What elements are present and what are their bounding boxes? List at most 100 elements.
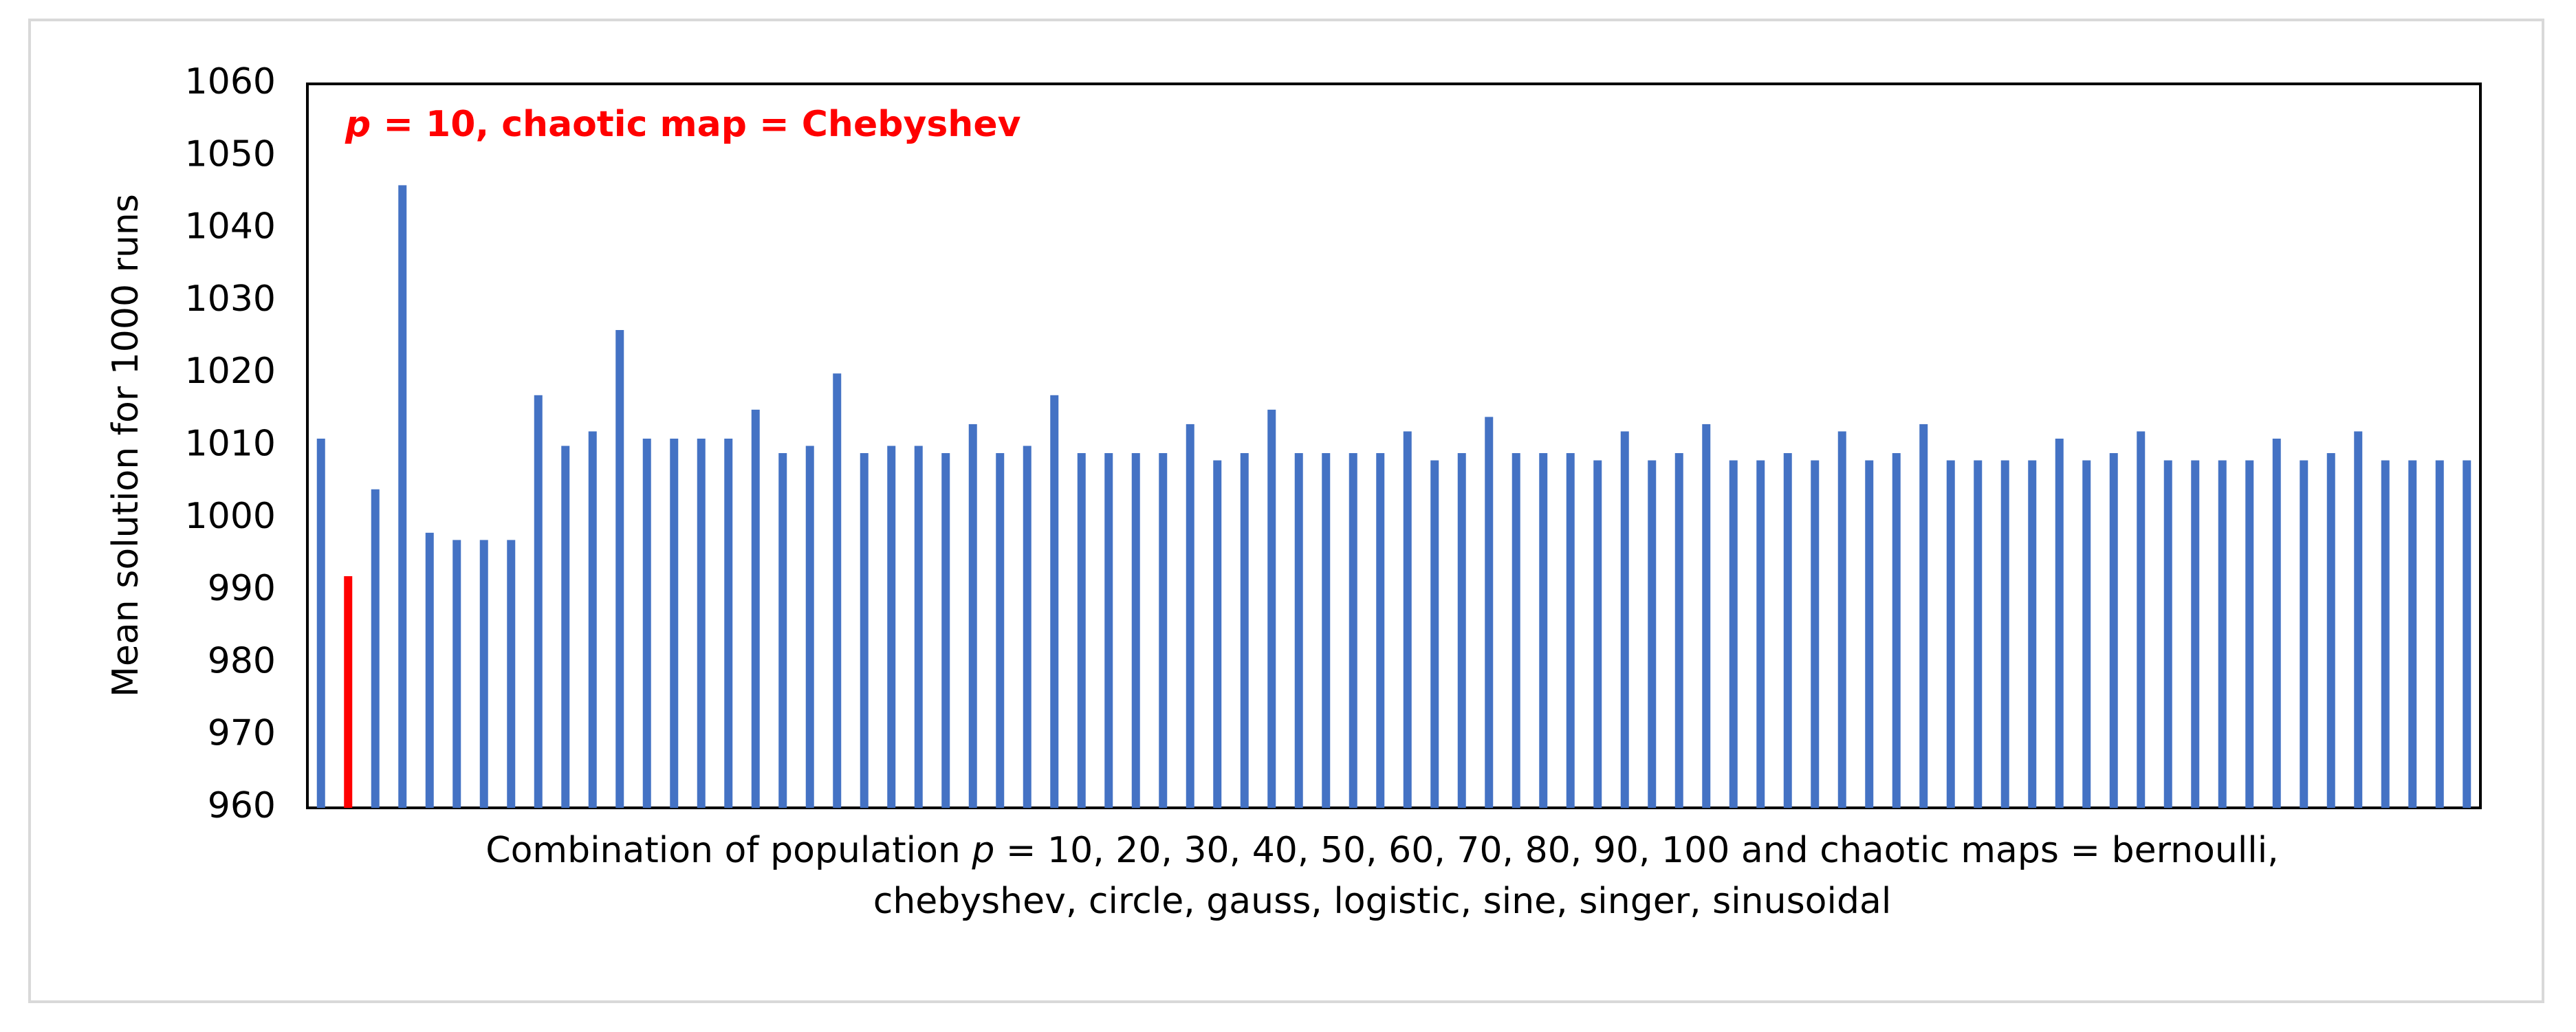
bar [1511, 453, 1520, 808]
bar [1620, 431, 1629, 808]
bar [833, 373, 842, 808]
bar [1919, 424, 1928, 808]
y-tick-label: 1000 [185, 496, 276, 537]
bar [479, 540, 488, 808]
bar [1159, 453, 1168, 808]
bar [2191, 460, 2200, 808]
bar [2245, 460, 2254, 808]
bar [697, 438, 706, 808]
bar [860, 453, 869, 808]
bar [2028, 460, 2037, 808]
bar [452, 540, 461, 808]
bar [1294, 453, 1303, 808]
bar [1485, 417, 1494, 808]
bar [1050, 395, 1059, 808]
bar [2300, 460, 2308, 808]
bar [778, 453, 787, 808]
bar [2218, 460, 2227, 808]
bar [1648, 460, 1657, 808]
bar [1892, 453, 1901, 808]
x-axis-title: Combination of population p = 10, 20, 30… [485, 830, 2278, 871]
bar [642, 438, 651, 808]
bar [1566, 453, 1575, 808]
bar [316, 438, 325, 808]
bar [914, 446, 923, 808]
y-tick-label: 1030 [185, 278, 276, 320]
bar [615, 330, 624, 808]
bar [1322, 453, 1331, 808]
x-axis-title-part: Combination of population [485, 830, 972, 871]
y-tick-label: 980 [208, 640, 276, 681]
bar [1240, 453, 1249, 808]
bar [1811, 460, 1820, 808]
annotation: p = 10, chaotic map = Chebyshev [345, 104, 1021, 145]
x-axis-title-part: = 10, 20, 30, 40, 50, 60, 70, 80, 90, 10… [994, 830, 2278, 871]
annotation-part: = 10, chaotic map = Chebyshev [371, 104, 1020, 145]
bar [1865, 460, 1874, 808]
bar [2055, 438, 2064, 808]
y-tick-label: 960 [208, 785, 276, 826]
bar [2272, 438, 2281, 808]
bar [2137, 431, 2146, 808]
bar [1729, 460, 1738, 808]
y-tick-label: 1040 [185, 206, 276, 248]
bar [534, 395, 543, 808]
bar [1349, 453, 1357, 808]
chart-frame [28, 19, 2544, 1003]
y-tick-label: 1020 [185, 351, 276, 392]
bar [996, 453, 1005, 808]
y-tick-label: 1050 [185, 133, 276, 175]
y-axis-title: Mean solution for 1000 runs [105, 194, 146, 697]
bar [2381, 460, 2390, 808]
x-axis-title: chebyshev, circle, gauss, logistic, sine… [873, 881, 1892, 922]
bar [941, 453, 950, 808]
bar [1430, 460, 1439, 808]
bar [507, 540, 516, 808]
bar [2109, 453, 2118, 808]
bar [1186, 424, 1194, 808]
bar [398, 185, 407, 808]
bar [2000, 460, 2009, 808]
bar [1376, 453, 1385, 808]
bar [2326, 453, 2335, 808]
bar [371, 489, 380, 808]
bar [670, 438, 679, 808]
plot-area [306, 83, 2482, 809]
bar [1131, 453, 1140, 808]
bar [1783, 453, 1792, 808]
bar [2163, 460, 2172, 808]
bar [1837, 431, 1846, 808]
bar [344, 576, 353, 808]
annotation-part: p [345, 104, 371, 145]
bar [561, 446, 570, 808]
x-axis-title-part: p [971, 830, 994, 871]
bar [1403, 431, 1412, 808]
bar [1457, 453, 1466, 808]
bar [1267, 409, 1276, 808]
bar [588, 431, 597, 808]
bar [1539, 453, 1548, 808]
bar [2408, 460, 2417, 808]
bar [805, 446, 814, 808]
bar [968, 424, 977, 808]
bar [1946, 460, 1955, 808]
bar [1674, 453, 1683, 808]
bar [1756, 460, 1765, 808]
y-tick-label: 1060 [185, 61, 276, 102]
bar [2082, 460, 2091, 808]
bar [751, 409, 760, 808]
bar [425, 532, 434, 808]
x-axis-title-part: chebyshev, circle, gauss, logistic, sine… [873, 881, 1892, 922]
bar [1593, 460, 1602, 808]
bar [887, 446, 896, 808]
y-tick-label: 1010 [185, 424, 276, 465]
bar [1702, 424, 1711, 808]
bar [1213, 460, 1222, 808]
y-tick-label: 970 [208, 713, 276, 754]
bar [1974, 460, 1983, 808]
bar [1077, 453, 1086, 808]
bar [724, 438, 733, 808]
bar [2463, 460, 2471, 808]
y-tick-label: 990 [208, 568, 276, 609]
